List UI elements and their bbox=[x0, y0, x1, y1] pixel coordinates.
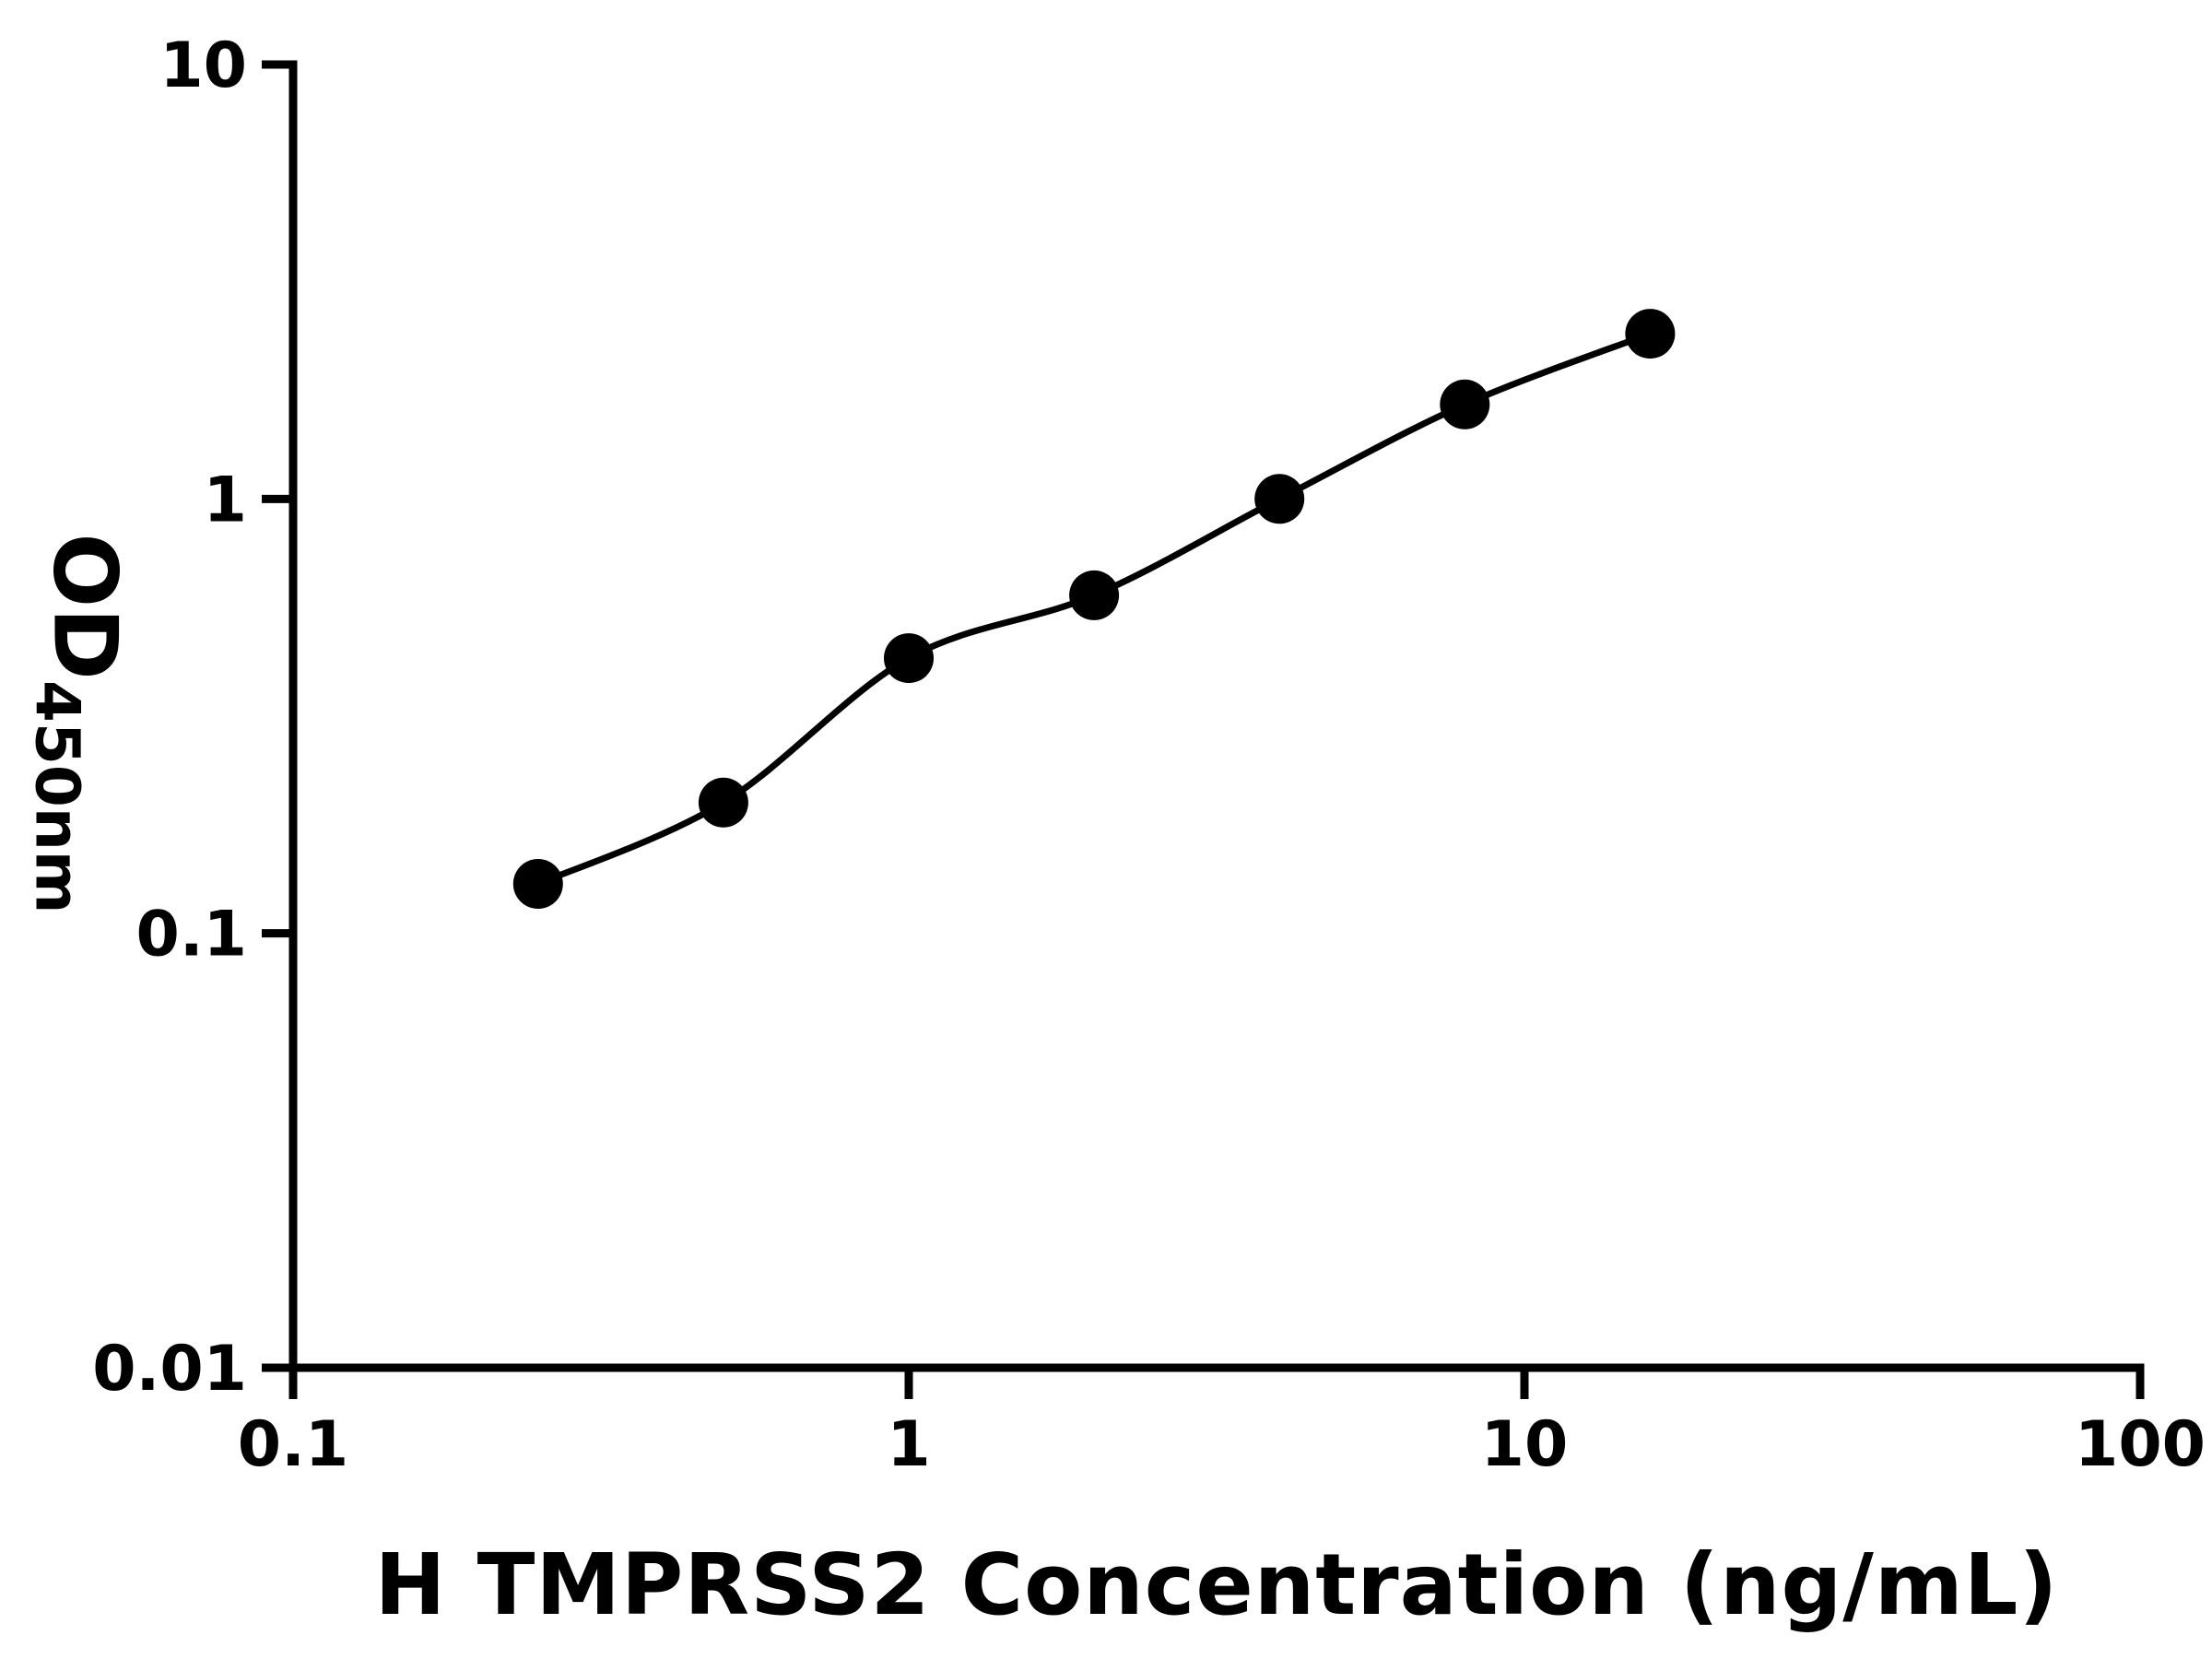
data-point bbox=[884, 633, 934, 684]
y-axis-title-main: OD bbox=[33, 533, 135, 681]
data-point bbox=[1625, 309, 1676, 359]
y-axis-title-subscript: 450nm bbox=[21, 680, 93, 914]
data-point bbox=[512, 859, 563, 909]
x-tick-label: 0.1 bbox=[238, 1408, 348, 1481]
x-tick-label: 1 bbox=[887, 1408, 930, 1481]
data-point bbox=[1069, 570, 1120, 620]
y-tick-label: 10 bbox=[159, 29, 247, 102]
x-tick-label: 100 bbox=[2075, 1408, 2206, 1481]
y-tick-label: 0.01 bbox=[92, 1333, 247, 1406]
data-point bbox=[698, 777, 748, 828]
data-point bbox=[1440, 379, 1490, 429]
data-point bbox=[1254, 474, 1305, 524]
y-axis-title: OD450nm bbox=[22, 533, 135, 913]
x-axis-title: H TMPRSS2 Concentration (ng/mL) bbox=[374, 1535, 2059, 1634]
x-tick-label: 10 bbox=[1481, 1408, 1569, 1481]
y-tick-label: 0.1 bbox=[136, 899, 247, 971]
y-tick-label: 1 bbox=[204, 464, 247, 536]
